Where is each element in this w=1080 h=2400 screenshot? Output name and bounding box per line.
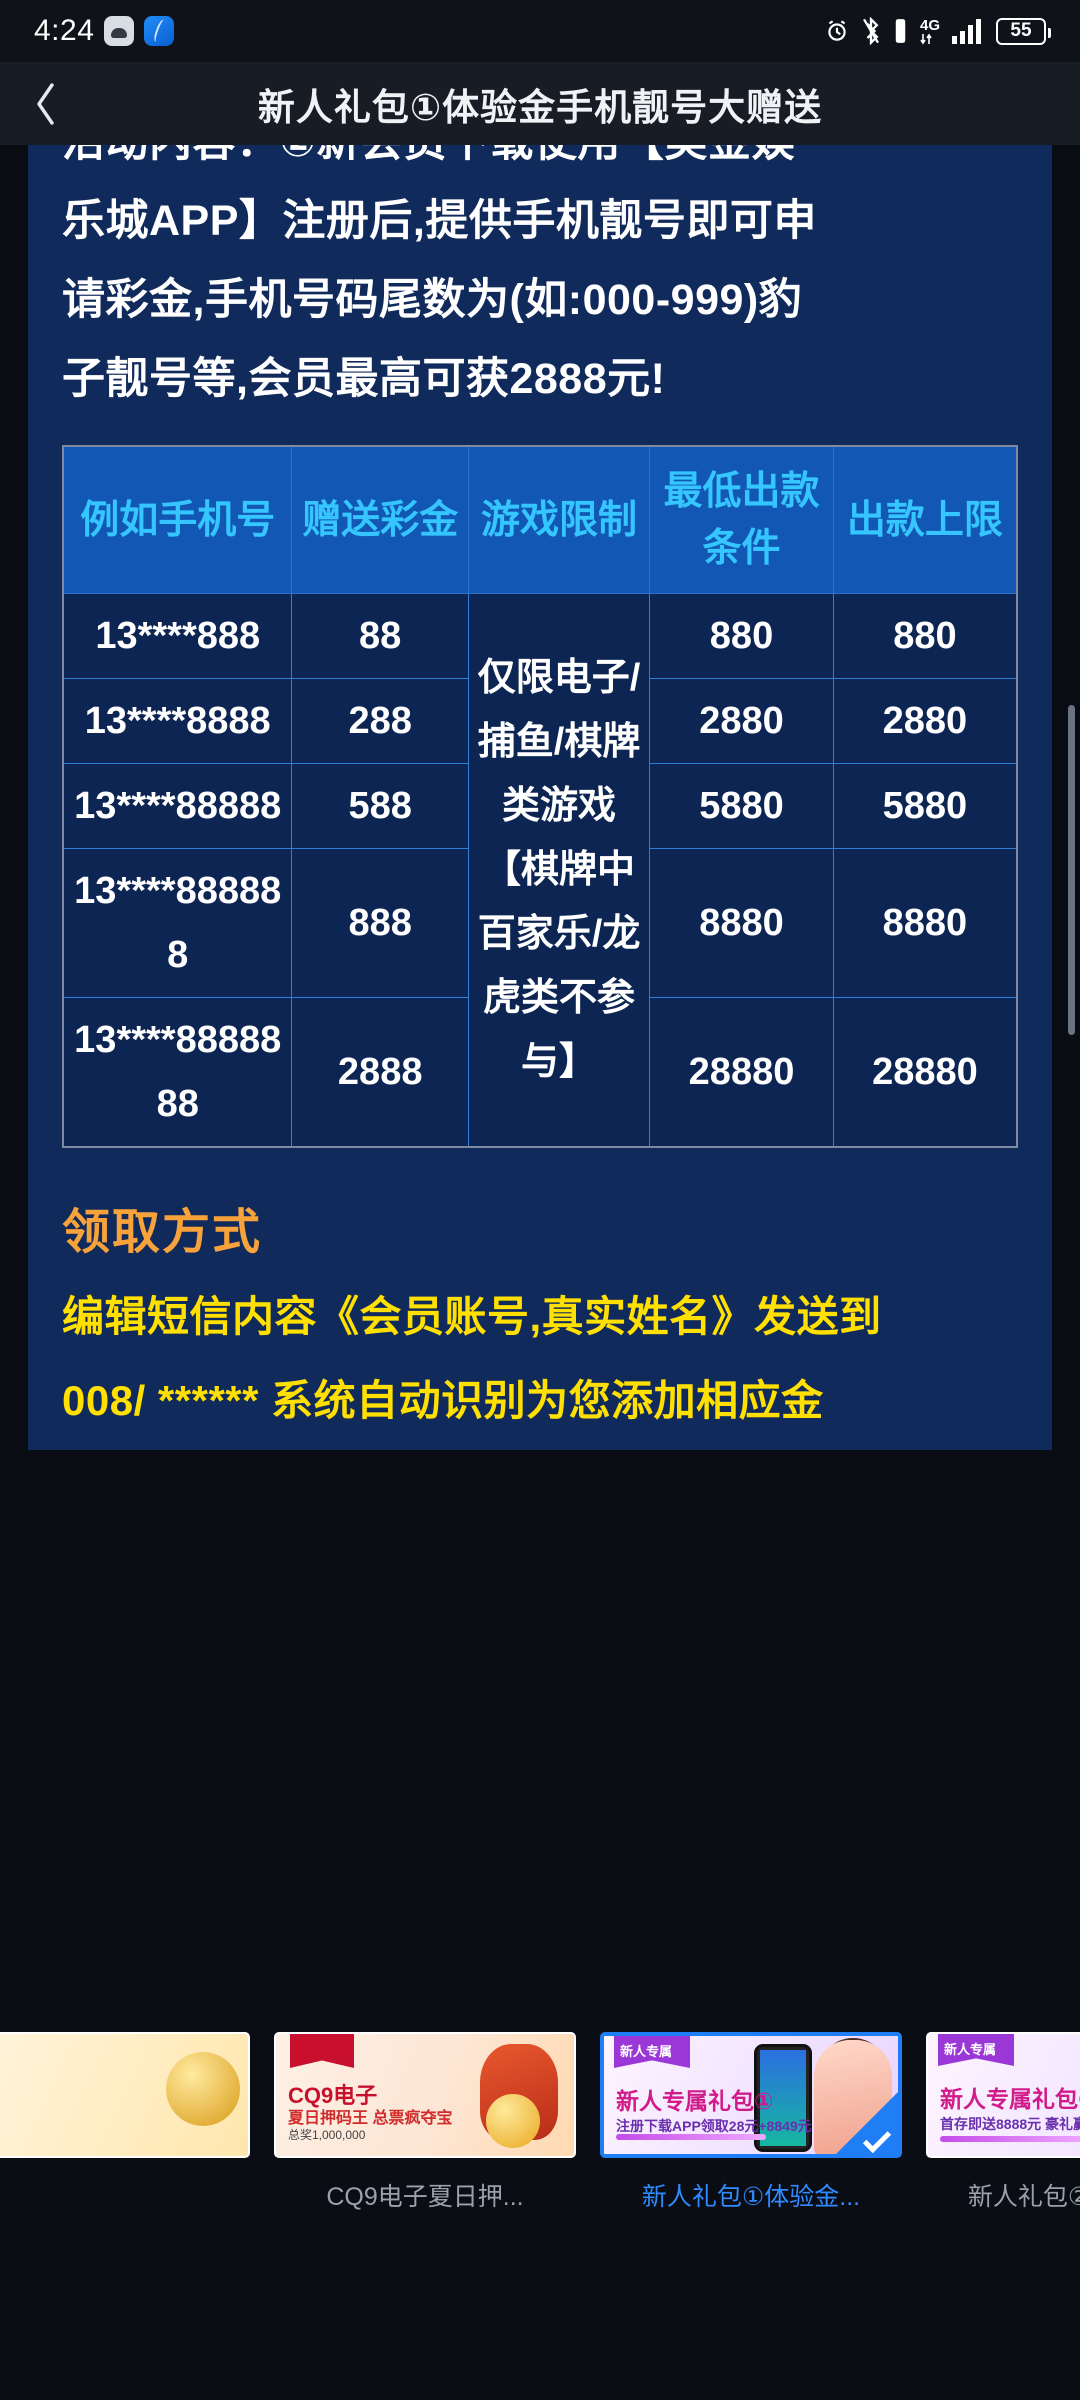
battery-percent: 55	[1010, 20, 1032, 41]
status-time: 4:24	[34, 14, 95, 47]
page-title: 新人礼包①体验金手机靓号大赠送	[257, 86, 823, 128]
intro-line-1: 活动内容：②新会员下载使用【美金娱	[28, 145, 1052, 182]
app-bar: 新人礼包①体验金手机靓号大赠送	[0, 62, 1080, 145]
network-4g-icon: 4G	[919, 16, 940, 34]
thumbnail-image: 新人专属 $ 新人专属礼包② 首存即送8888元 豪礼赢送	[926, 2032, 1080, 2158]
cq9-corner-tag	[290, 2034, 354, 2068]
newbie-title: 新人专属礼包②	[940, 2086, 1080, 2112]
cell-min-withdraw: 28880	[649, 997, 834, 1148]
section-line-2: 008/ ****** 系统自动识别为您添加相应金	[62, 1377, 824, 1424]
cell-min-withdraw: 880	[649, 593, 834, 679]
thumbnail-caption: 新人礼包②首存大...	[967, 2183, 1080, 2211]
cell-phone: 13****88888	[62, 763, 293, 849]
battery-indicator: 55	[996, 17, 1051, 45]
thumbnail-art-cq9: CQ9电子 夏日押码王 总票疯夺宝 总奖1,000,000	[276, 2034, 574, 2156]
promo-table-wrap: 例如手机号 赠送彩金 游戏限制 最低出款条件 出款上限 13****888 88…	[28, 419, 1052, 1148]
status-bar-right: 4G 55	[824, 16, 1051, 45]
intro-line-2: 乐城APP】注册后,提供手机靓号即可申	[62, 197, 817, 245]
cell-phone: 13****888	[62, 593, 293, 679]
newbie-underline-art	[940, 2136, 1080, 2142]
alarm-icon	[828, 20, 846, 41]
col-header-game-limit: 游戏限制	[467, 445, 651, 594]
newbie-badge-label: 新人专属	[944, 2042, 997, 2057]
intro-line-3: 请彩金,手机号码尾数为(如:000-999)豹	[62, 276, 803, 324]
col-header-max-withdraw: 出款上限	[832, 445, 1018, 594]
newbie-subtitle: 注册下载APP领取28元+8849元	[616, 2118, 812, 2134]
cell-max-withdraw: 8880	[832, 848, 1018, 998]
newbie-subtitle: 首存即送8888元 豪礼赢送	[940, 2116, 1080, 2132]
cell-min-withdraw: 5880	[649, 763, 834, 849]
thumbnail-caption: 新人礼包①体验金...	[641, 2183, 861, 2211]
section-line-1: 编辑短信内容《会员账号,真实姓名》发送到	[62, 1293, 882, 1340]
col-header-bonus: 赠送彩金	[291, 445, 469, 594]
section-title-claim-method: 领取方式	[62, 1206, 263, 1259]
newbie-badge: 新人专属	[614, 2036, 690, 2068]
cq9-subtitle: 夏日押码王 总票疯夺宝	[288, 2110, 453, 2127]
table-header-row: 例如手机号 赠送彩金 游戏限制 最低出款条件 出款上限	[62, 445, 1018, 594]
thumbnail-caption: CQ9电子夏日押...	[326, 2183, 524, 2211]
thumbnail-item-newbie-1[interactable]: 新人专属 新人专属礼包① 注册下载APP领取28元+8849元 新人礼包①体验金…	[600, 2032, 902, 2213]
table-row: 13****8888 288 2880 2880	[62, 678, 1018, 764]
cell-phone: 13****8888	[62, 678, 293, 764]
bluetooth-icon	[862, 17, 879, 45]
table-row: 13****88888 588 5880 5880	[62, 763, 1018, 849]
cell-bonus: 888	[291, 848, 469, 998]
promo-card: 活动内容：②新会员下载使用【美金娱 乐城APP】注册后,提供手机靓号即可申 请彩…	[28, 145, 1052, 1450]
thumbnail-image: CQ9电子 夏日押码王 总票疯夺宝 总奖1,000,000	[274, 2032, 576, 2158]
intro-line-4: 子靓号等,会员最高可获2888元!	[62, 355, 666, 403]
game-app-icon	[104, 16, 135, 46]
thumbnail-image: 新人专属 新人专属礼包① 注册下载APP领取28元+8849元	[600, 2032, 902, 2158]
thumbnail-list: CQ9电子 夏日押码王 总票疯夺宝 总奖1,000,000 CQ9电子夏日押..…	[0, 2032, 1080, 2213]
content-scroll-area[interactable]: 活动内容：②新会员下载使用【美金娱 乐城APP】注册后,提供手机靓号即可申 请彩…	[0, 145, 1080, 2000]
thumbnail-art-newbie-2: 新人专属 $ 新人专属礼包② 首存即送8888元 豪礼赢送	[928, 2034, 1080, 2156]
cq9-prize-line: 总奖1,000,000	[288, 2128, 366, 2142]
col-header-min-withdraw: 最低出款条件	[649, 445, 834, 594]
table-row: 13****888 88 仅限电子/捕鱼/棋牌类游戏【棋牌中百家乐/龙虎类不参与…	[62, 593, 1018, 1148]
thumbnail-carousel[interactable]: CQ9电子 夏日押码王 总票疯夺宝 总奖1,000,000 CQ9电子夏日押..…	[0, 2000, 1080, 2400]
thumbnail-item-newbie-2[interactable]: 新人专属 $ 新人专属礼包② 首存即送8888元 豪礼赢送 新人礼包②首存大..…	[926, 2032, 1080, 2213]
vertical-scrollbar[interactable]	[1068, 705, 1075, 1035]
cq9-title: CQ9电子	[288, 2083, 378, 2108]
col-header-phone: 例如手机号	[62, 445, 293, 594]
content-fade-mask	[0, 1974, 1080, 2000]
cell-bonus: 588	[291, 763, 469, 849]
browser-app-icon	[144, 16, 175, 46]
back-button[interactable]	[0, 62, 92, 145]
newbie-badge: 新人专属	[938, 2034, 1014, 2066]
chevron-left-icon	[37, 82, 54, 125]
table-row: 13****888888 888 8880 8880	[62, 848, 1018, 998]
signal-bars-icon	[952, 19, 981, 44]
thumbnail-item-edge-left[interactable]	[0, 2032, 250, 2177]
selected-corner-badge	[836, 2092, 898, 2154]
thumbnail-item-cq9[interactable]: CQ9电子 夏日押码王 总票疯夺宝 总奖1,000,000 CQ9电子夏日押..…	[274, 2032, 576, 2213]
newbie-title: 新人专属礼包①	[616, 2088, 774, 2114]
table-row: 13****8888888 2888 28880 28880	[62, 997, 1018, 1148]
cell-max-withdraw: 2880	[832, 678, 1018, 764]
newbie-badge-label: 新人专属	[620, 2044, 673, 2059]
cell-bonus: 288	[291, 678, 469, 764]
status-bar: 4:24 4G 55	[0, 0, 1080, 62]
cell-phone: 13****8888888	[62, 997, 293, 1148]
newbie-underline-art	[616, 2134, 766, 2140]
cell-bonus: 88	[291, 593, 469, 679]
thumbnail-image	[0, 2032, 250, 2158]
cell-bonus: 2888	[291, 997, 469, 1148]
data-arrows-icon	[920, 33, 932, 44]
cell-phone: 13****888888	[62, 848, 293, 998]
vibrate-icon	[895, 19, 906, 43]
cell-max-withdraw: 28880	[832, 997, 1018, 1148]
cell-min-withdraw: 2880	[649, 678, 834, 764]
cell-game-limit: 仅限电子/捕鱼/棋牌类游戏【棋牌中百家乐/龙虎类不参与】	[467, 593, 651, 1148]
cell-min-withdraw: 8880	[649, 848, 834, 998]
status-bar-left: 4:24	[34, 14, 175, 48]
thumbnail-art-coin	[0, 2034, 248, 2156]
promo-table: 例如手机号 赠送彩金 游戏限制 最低出款条件 出款上限 13****888 88…	[62, 445, 1018, 1148]
cell-max-withdraw: 5880	[832, 763, 1018, 849]
cq9-coin-art	[486, 2094, 540, 2148]
cell-max-withdraw: 880	[832, 593, 1018, 679]
